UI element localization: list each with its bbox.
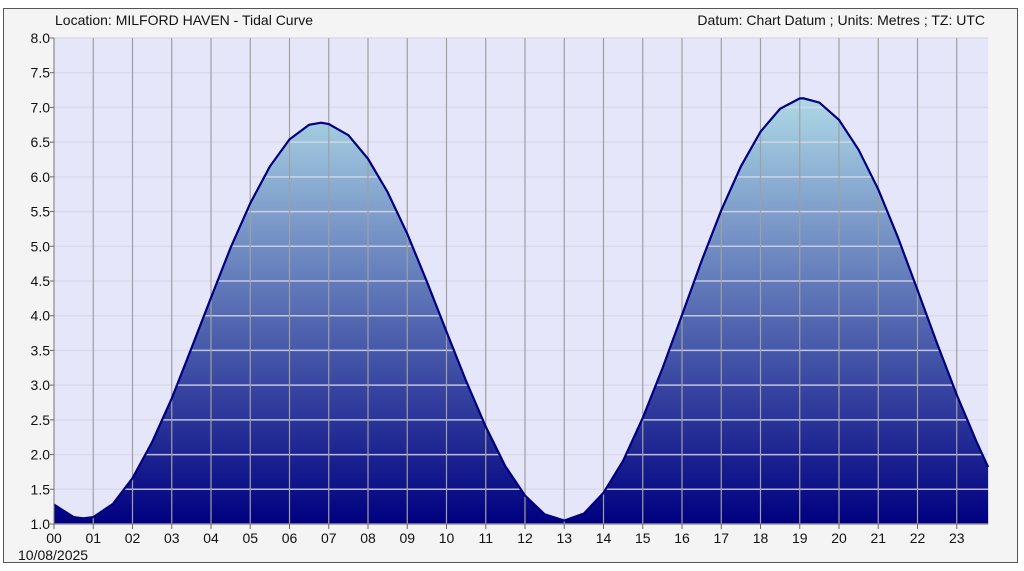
y-tick-label: 4.0 [31,308,51,324]
x-tick-label: 22 [910,530,926,546]
y-tick-label: 7.0 [31,99,51,115]
y-tick-label: 7.5 [31,65,51,81]
x-tick-label: 12 [517,530,533,546]
x-tick-label: 06 [282,530,298,546]
y-tick-label: 4.5 [31,273,51,289]
x-tick-label: 00 [46,530,62,546]
chart-title: Location: MILFORD HAVEN - Tidal Curve [55,12,313,28]
x-tick-label: 07 [321,530,337,546]
tide-area [54,98,989,525]
x-tick-label: 05 [242,530,258,546]
x-tick-label: 04 [203,530,219,546]
x-tick-label: 20 [831,530,847,546]
date-label: 10/08/2025 [18,547,88,563]
x-tick-label: 21 [870,530,886,546]
y-tick-label: 8.0 [31,30,51,46]
y-tick-label: 3.5 [31,342,51,358]
x-tick-label: 01 [85,530,101,546]
x-tick-label: 14 [596,530,612,546]
y-tick-label: 1.0 [31,516,51,532]
y-tick-label: 6.5 [31,134,51,150]
y-tick-label: 3.0 [31,377,51,393]
y-tick-label: 2.0 [31,447,51,463]
x-tick-label: 11 [478,530,493,546]
y-tick-label: 1.5 [31,481,51,497]
x-tick-label: 09 [399,530,415,546]
x-tick-label: 19 [792,530,808,546]
x-tick-label: 08 [360,530,376,546]
x-tick-label: 16 [674,530,690,546]
x-tick-label: 02 [125,530,141,546]
x-tick-label: 13 [556,530,572,546]
x-tick-label: 10 [439,530,455,546]
y-tick-label: 5.5 [31,204,51,220]
x-tick-label: 15 [635,530,651,546]
x-tick-label: 03 [164,530,180,546]
y-tick-label: 6.0 [31,169,51,185]
y-tick-label: 5.0 [31,238,51,254]
y-tick-label: 2.5 [31,412,51,428]
tide-line [53,97,990,522]
x-tick-label: 17 [713,530,729,546]
chart-subtitle: Datum: Chart Datum ; Units: Metres ; TZ:… [697,12,985,28]
x-tick-label: 18 [753,530,769,546]
x-tick-label: 23 [949,530,965,546]
